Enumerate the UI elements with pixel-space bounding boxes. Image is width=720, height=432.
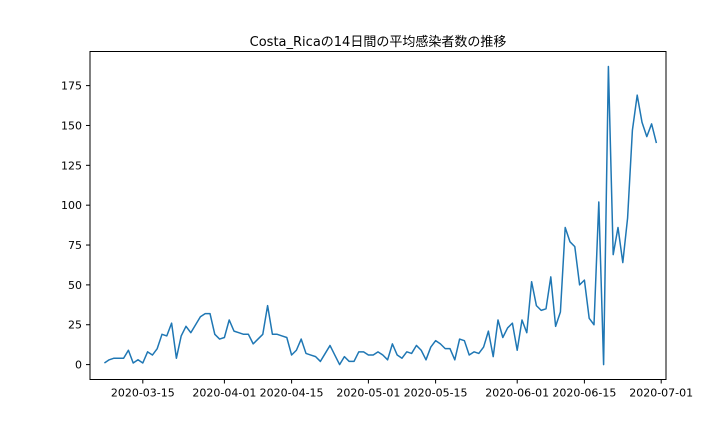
- y-tick-label-7: 175: [61, 80, 82, 93]
- chart-title: Costa_Ricaの14日間の平均感染者数の推移: [250, 34, 507, 50]
- x-tick-label-1: 2020-04-01: [192, 387, 256, 400]
- y-axis: 0 25 50 75 100 125 150 175: [61, 80, 90, 372]
- x-axis: 2020-03-15 2020-04-01 2020-04-15 2020-05-01…: [111, 379, 693, 400]
- x-tick-label-7: 2020-07-01: [629, 387, 693, 400]
- y-tick-label-0: 0: [75, 359, 82, 372]
- y-tick-label-6: 150: [61, 119, 82, 132]
- x-tick-label-6: 2020-06-15: [552, 387, 616, 400]
- plot-series: [103, 65, 658, 366]
- x-tick-label-0: 2020-03-15: [111, 387, 175, 400]
- plot-frame: [89, 51, 667, 380]
- y-tick-label-4: 100: [61, 199, 82, 212]
- y-tick-label-2: 50: [68, 279, 82, 292]
- x-tick-label-2: 2020-04-15: [260, 387, 324, 400]
- x-tick-label-4: 2020-05-15: [404, 387, 468, 400]
- y-tick-label-5: 125: [61, 159, 82, 172]
- x-tick-label-5: 2020-06-01: [485, 387, 549, 400]
- y-tick-label-1: 25: [68, 319, 82, 332]
- series-line-0: [103, 65, 658, 366]
- y-tick-label-3: 75: [68, 239, 82, 252]
- x-tick-label-3: 2020-05-01: [336, 387, 400, 400]
